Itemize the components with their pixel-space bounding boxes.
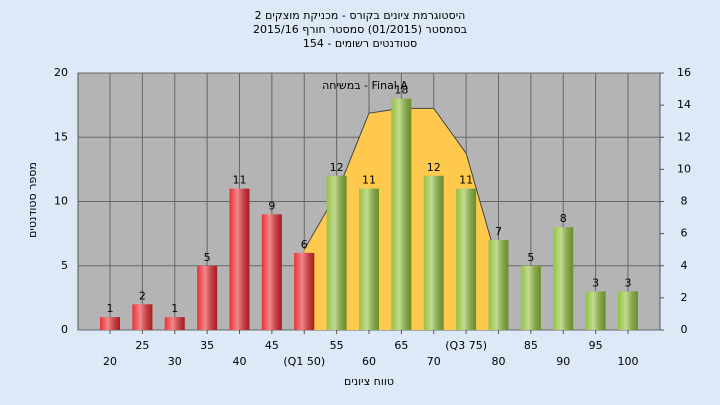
data-label: 5 xyxy=(527,251,534,264)
y-axis-label: מספר סטודנטים xyxy=(26,162,39,238)
x-tick-label: 70 xyxy=(427,355,441,368)
chart-subtitle: סטודנטים רשומים - 154 xyxy=(303,37,417,50)
x-tick-label: 55 xyxy=(330,339,344,352)
y2-tick-label: 16 xyxy=(677,66,691,79)
data-label: 9 xyxy=(268,199,275,212)
data-label: 3 xyxy=(625,276,632,289)
x-tick-label: (Q1 50) xyxy=(283,355,325,368)
bar-shine xyxy=(585,291,606,330)
y2-tick-label: 6 xyxy=(681,227,688,240)
bar-shine xyxy=(553,227,574,330)
x-tick-label: 35 xyxy=(200,339,214,352)
bar-shine xyxy=(164,317,185,330)
bar-shine xyxy=(520,265,541,330)
data-label: 2 xyxy=(139,289,146,302)
legend-label: Final A - במשיחה xyxy=(322,79,408,92)
bar-shine xyxy=(488,240,509,330)
data-label: 7 xyxy=(495,225,502,238)
y-tick-label: 15 xyxy=(54,130,68,143)
bar-shine xyxy=(229,188,250,330)
data-label: 1 xyxy=(171,302,178,315)
data-label: 11 xyxy=(233,174,247,187)
bar-shine xyxy=(391,98,412,330)
bar-shine xyxy=(359,188,379,330)
bar-shine xyxy=(100,317,120,330)
data-label: 11 xyxy=(362,174,376,187)
bar-shine xyxy=(456,188,477,330)
x-tick-label: 100 xyxy=(618,355,639,368)
x-tick-label: 20 xyxy=(103,355,117,368)
x-tick-label: 90 xyxy=(556,355,570,368)
data-label: 11 xyxy=(459,174,473,187)
data-label: 18 xyxy=(394,84,408,97)
y2-tick-label: 2 xyxy=(681,291,688,304)
y-tick-label: 10 xyxy=(54,195,68,208)
bar-shine xyxy=(132,304,153,330)
x-tick-label: 95 xyxy=(589,339,603,352)
data-label: 12 xyxy=(427,161,441,174)
data-label: 1 xyxy=(107,302,114,315)
x-tick-label: 80 xyxy=(492,355,506,368)
x-tick-label: 25 xyxy=(135,339,149,352)
data-label: 8 xyxy=(560,212,567,225)
bar-shine xyxy=(326,175,347,330)
chart-title: היסטוגרמת ציונים בקורס - מכניקת מוצקים 2 xyxy=(255,9,466,22)
y-tick-label: 20 xyxy=(54,66,68,79)
y-tick-label: 0 xyxy=(61,323,68,336)
x-tick-label: (Q3 75) xyxy=(445,339,487,352)
x-axis-label: טווח ציונים xyxy=(344,375,394,388)
x-tick-label: 30 xyxy=(168,355,182,368)
y2-tick-label: 8 xyxy=(681,195,688,208)
x-tick-label: 40 xyxy=(233,355,247,368)
y2-tick-label: 14 xyxy=(677,98,691,111)
bar-shine xyxy=(618,291,638,330)
x-tick-label: 60 xyxy=(362,355,376,368)
y2-tick-label: 0 xyxy=(681,323,688,336)
data-label: 5 xyxy=(204,251,211,264)
x-tick-label: 85 xyxy=(524,339,538,352)
y-tick-label: 5 xyxy=(61,259,68,272)
bar-shine xyxy=(294,252,315,330)
bar-shine xyxy=(423,175,444,330)
y2-tick-label: 12 xyxy=(677,130,691,143)
bar-shine xyxy=(197,265,218,330)
bar-shine xyxy=(261,214,282,330)
x-tick-label: 65 xyxy=(394,339,408,352)
y2-tick-label: 10 xyxy=(677,162,691,175)
y2-tick-label: 4 xyxy=(681,259,688,272)
data-label: 6 xyxy=(301,238,308,251)
x-tick-label: 45 xyxy=(265,339,279,352)
chart-subtitle: בסמסטר (01/2015) סמסטר חורף 2015/16 xyxy=(253,23,467,36)
data-label: 3 xyxy=(592,276,599,289)
data-label: 12 xyxy=(330,161,344,174)
